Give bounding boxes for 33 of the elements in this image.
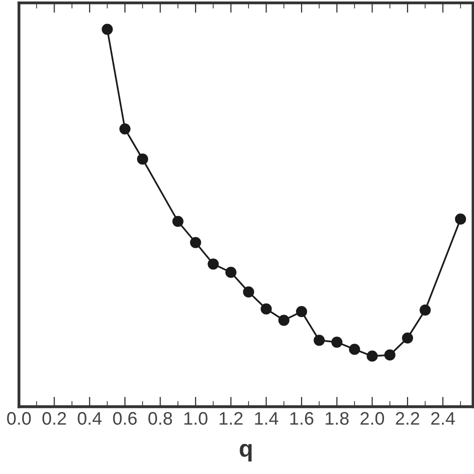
x-axis-title: q [240, 444, 252, 462]
point [296, 306, 308, 318]
point [190, 236, 202, 248]
point [420, 304, 431, 316]
point [243, 286, 254, 298]
x-tick-label: 2.4 [431, 412, 455, 425]
point [278, 314, 290, 326]
point [208, 258, 219, 270]
x-tick-label: 1.0 [184, 412, 208, 425]
point [225, 266, 236, 278]
point [137, 154, 148, 165]
x-tick-label: 1.8 [326, 412, 349, 425]
x-tick-label: 1.2 [220, 412, 243, 425]
point [331, 336, 342, 348]
point [366, 350, 378, 362]
point [384, 349, 396, 361]
x-tick-label: 0.4 [78, 412, 102, 425]
x-tick-label: 0.2 [42, 412, 66, 425]
point [260, 303, 272, 314]
x-tick-label: 0.0 [7, 412, 31, 425]
x-tick-label: 2.2 [396, 412, 420, 425]
point [454, 214, 466, 225]
x-tick-label: 0.8 [148, 412, 172, 425]
point [402, 332, 414, 344]
x-tick-label: 1.4 [255, 412, 278, 425]
x-tick-label: 1.6 [290, 412, 314, 425]
x-tick-label: 0.6 [113, 412, 137, 425]
point [119, 123, 130, 134]
x-tick-label: 2.0 [360, 412, 384, 425]
point [102, 24, 113, 35]
point [172, 216, 184, 227]
point [314, 334, 325, 346]
point [348, 344, 360, 355]
